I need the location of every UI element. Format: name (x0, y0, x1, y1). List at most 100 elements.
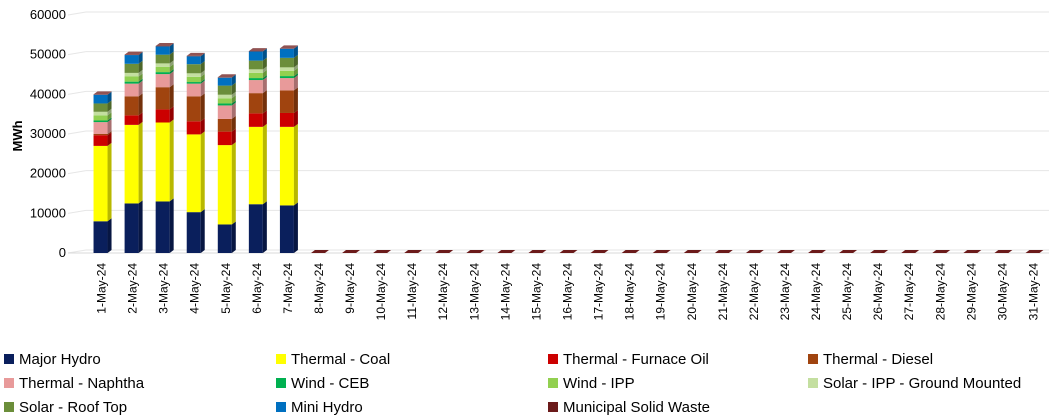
y-tick-label: 0 (59, 245, 66, 260)
bar-segment-empty (683, 250, 702, 253)
bar-stack (124, 51, 143, 253)
legend-swatch (548, 354, 558, 364)
bar-segment-empty (808, 250, 827, 253)
legend-swatch (276, 378, 286, 388)
legend-swatch (276, 354, 286, 364)
bar-segment-empty (776, 250, 795, 253)
x-tick-label: 11-May-24 (405, 263, 419, 320)
bar-top-face (124, 51, 143, 55)
bar-segment (124, 76, 139, 82)
legend-item: Municipal Solid Waste (548, 396, 710, 418)
legend-item: Solar - IPP - Ground Mounted (808, 372, 1021, 394)
bar-segment-side (293, 73, 298, 79)
bar-segment-empty (310, 250, 329, 253)
x-tick-label: 3-May-24 (157, 263, 171, 314)
bar-segment-side (138, 78, 143, 84)
bar-segment-side (169, 198, 174, 253)
bar-segment (93, 103, 108, 112)
bar-stack (373, 250, 392, 253)
bar-segment (155, 87, 170, 110)
legend-swatch (548, 402, 558, 412)
bar-segment-side (138, 93, 143, 116)
x-tick-label: 12-May-24 (436, 263, 450, 321)
bar-segment-side (200, 53, 205, 65)
bar-segment-side (231, 82, 236, 95)
bar-segment (93, 94, 108, 104)
legend-item: Mini Hydro (276, 396, 363, 418)
bar-segment (93, 122, 108, 134)
legend-label: Municipal Solid Waste (563, 398, 711, 416)
bar-segment (279, 78, 294, 91)
bar-top-face (248, 48, 267, 52)
bar-segment (248, 113, 263, 127)
bar-segment-side (293, 54, 298, 68)
legend-swatch (548, 378, 558, 388)
bar-segment (217, 224, 232, 253)
x-tick-label: 9-May-24 (343, 263, 357, 314)
legend-swatch (4, 354, 14, 364)
bar-segment-side (138, 51, 143, 56)
bar-stack (932, 250, 951, 253)
bar-segment-side (262, 48, 267, 52)
bar-segment (155, 109, 170, 123)
bar-segment-empty (652, 250, 671, 253)
x-tick-label: 17-May-24 (592, 263, 606, 321)
bar-stack (808, 250, 827, 253)
bar-segment-side (262, 66, 267, 73)
bar-stack (963, 250, 982, 253)
x-tick-label: 22-May-24 (747, 263, 761, 321)
bar-segment-side (200, 93, 205, 122)
x-tick-label: 20-May-24 (685, 263, 699, 321)
bar-segment-side (138, 60, 143, 73)
legend-item: Wind - CEB (276, 372, 369, 394)
bar-segment-side (107, 132, 112, 146)
legend-label: Mini Hydro (291, 398, 363, 416)
bar-segment-side (200, 79, 205, 84)
bar-segment-side (262, 48, 267, 61)
bar-segment-side (293, 64, 298, 71)
x-tick-label: 16-May-24 (561, 263, 575, 321)
bar-segment (124, 96, 139, 116)
bar-stack (901, 250, 920, 253)
chart-svg: 0 10000 20000 30000 40000 50000 60000 MWh 1-May-… (10, 7, 1049, 321)
x-tick-label: 1-May-24 (95, 263, 109, 314)
bar-segment-empty (497, 250, 516, 253)
bar-segment-side (107, 131, 112, 136)
bar-segment-side (138, 121, 143, 204)
bar-segment-side (262, 77, 267, 94)
legend-item: Solar - Roof Top (4, 396, 127, 418)
bar-segment-side (293, 45, 298, 49)
x-tick-label: 7-May-24 (281, 263, 295, 314)
x-tick-label: 21-May-24 (716, 263, 730, 321)
bar-segment-empty (435, 250, 454, 253)
bar-segment (155, 46, 170, 55)
bar-segment (124, 63, 139, 73)
bar-segment (186, 96, 201, 122)
bar-segment-side (200, 52, 205, 57)
bar-segment-side (169, 51, 174, 64)
legend-item: Major Hydro (4, 348, 101, 370)
x-tick-label: 24-May-24 (809, 263, 823, 321)
bar-segment-side (138, 52, 143, 64)
y-tick-label: 10000 (30, 205, 66, 220)
bar-segment-side (293, 109, 298, 127)
bar-segment-empty (466, 250, 485, 253)
x-tick-label: 30-May-24 (995, 263, 1009, 321)
y-tick-label: 60000 (30, 7, 66, 22)
legend-label: Major Hydro (19, 350, 101, 368)
bar-segment (93, 145, 108, 222)
bar-segment-empty (714, 250, 733, 253)
bar-segment-side (293, 45, 298, 58)
x-tick-label: 26-May-24 (871, 263, 885, 321)
bar-segment-side (107, 91, 112, 95)
bar-segment-side (169, 119, 174, 202)
bar-segment (186, 73, 201, 77)
legend-label: Solar - IPP - Ground Mounted (823, 374, 1022, 392)
bar-segment (155, 201, 170, 253)
bar-segment (279, 205, 294, 253)
bar-stack (870, 250, 889, 253)
bar-top-face (279, 45, 298, 49)
bar-segment (279, 48, 294, 58)
x-tick-label: 5-May-24 (219, 263, 233, 314)
bar-stack (497, 250, 516, 253)
